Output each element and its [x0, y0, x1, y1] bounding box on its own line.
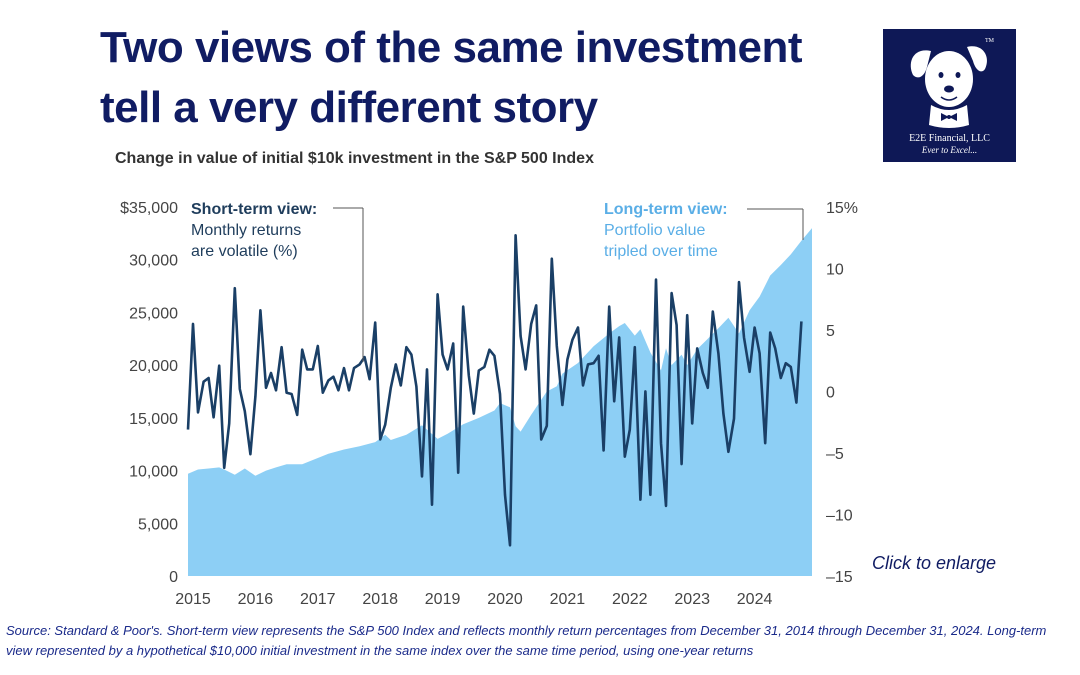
left-axis-tick-label: 15,000	[129, 411, 178, 428]
x-axis-tick-label: 2023	[674, 591, 710, 608]
right-axis-tick-label: 15%	[826, 200, 858, 217]
x-axis-tick-label: 2019	[425, 591, 461, 608]
short-term-label-title: Short-term view:	[191, 201, 317, 218]
right-axis-tick-label: 10	[826, 262, 844, 279]
short-term-label-line2: are volatile (%)	[191, 243, 298, 260]
x-axis-tick-label: 2022	[612, 591, 648, 608]
long-term-label-line2: tripled over time	[604, 243, 718, 260]
page-title: Two views of the same investment tell a …	[100, 18, 870, 138]
x-axis-tick-label: 2016	[238, 591, 274, 608]
source-note: Source: Standard & Poor's. Short-term vi…	[6, 623, 1047, 658]
line-layer	[186, 234, 803, 547]
long-term-area-series	[188, 228, 812, 576]
x-axis-tick-label: 2021	[550, 591, 586, 608]
long-term-label-title: Long-term view:	[604, 201, 728, 218]
left-axis-tick-label: 5,000	[138, 516, 178, 533]
left-axis-tick-label: 10,000	[129, 464, 178, 481]
left-axis-tick-label: 25,000	[129, 305, 178, 322]
left-axis-tick-label: 0	[169, 569, 178, 586]
axis-layer: 0 5,000 10,000 15,000 20,000 25,000 30,000 $35,…	[120, 200, 858, 608]
right-axis-tick-label: –10	[826, 508, 853, 525]
short-term-label-line1: Monthly returns	[191, 222, 301, 239]
title-line-2: tell a very different story	[100, 83, 598, 132]
x-axis-tick-label: 2018	[362, 591, 398, 608]
right-axis-tick-label: –15	[826, 569, 853, 586]
logo-tagline: Ever to Excel...	[921, 145, 978, 155]
x-axis-tick-label: 2015	[175, 591, 211, 608]
left-axis-tick-label: $35,000	[120, 200, 178, 217]
title-line-1: Two views of the same investment	[100, 23, 803, 72]
x-axis-tick-label: 2017	[300, 591, 336, 608]
long-term-label-line1: Portfolio value	[604, 222, 705, 239]
logo-company-name: E2E Financial, LLC	[909, 133, 990, 144]
x-axis-tick-label: 2020	[487, 591, 523, 608]
trademark-mark: TM	[985, 38, 994, 44]
left-axis-tick-label: 30,000	[129, 253, 178, 270]
area-layer	[188, 228, 812, 576]
x-axis-tick-label: 2024	[737, 591, 773, 608]
left-axis-tick-label: 20,000	[129, 358, 178, 375]
right-axis-tick-label: 5	[826, 323, 835, 340]
right-axis-tick-label: 0	[826, 385, 835, 402]
company-logo[interactable]: TM E2E Financial, LLC Ever to Excel...	[883, 29, 1016, 162]
dog-mascot-icon	[910, 46, 987, 128]
chart-subtitle: Change in value of initial $10k investme…	[115, 150, 594, 167]
right-axis-tick-label: –5	[826, 446, 844, 463]
short-term-line-series	[186, 234, 803, 547]
click-to-enlarge-link[interactable]: Click to enlarge	[872, 553, 997, 573]
